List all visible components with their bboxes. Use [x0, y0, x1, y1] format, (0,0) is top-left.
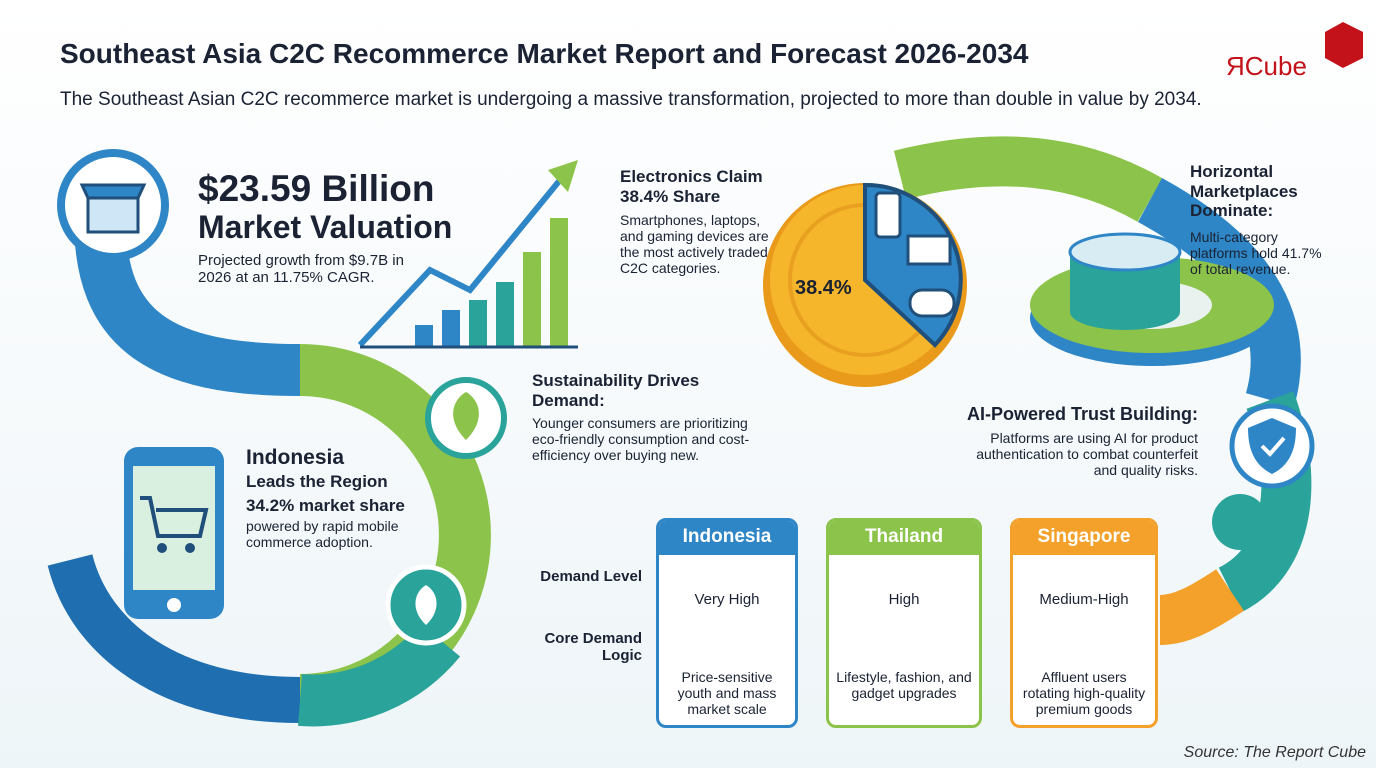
logo-icon	[1325, 22, 1363, 68]
valuation-headline: $23.59 Billion	[198, 168, 435, 209]
pie-label: 38.4%	[795, 277, 852, 299]
brain-icon	[1212, 494, 1268, 550]
demand-level: Very High	[694, 591, 760, 608]
logo: ЯCube	[1226, 51, 1307, 82]
sustainability-title: Sustainability Drives Demand:	[532, 371, 700, 410]
region-card: Indonesia Very High Price-sensitive youth …	[656, 518, 798, 728]
indonesia-share: 34.2% market share	[246, 496, 405, 515]
logo-text: Cube	[1244, 51, 1307, 81]
horizontal-body: Multi-category platforms hold 41.7% of t…	[1190, 229, 1322, 278]
electronics-body: Smartphones, laptops, and gaming devices…	[620, 212, 769, 277]
indonesia-body: powered by rapid mobile commerce adoptio…	[246, 518, 399, 551]
card-header: Singapore	[1013, 521, 1155, 555]
ai-title: AI-Powered Trust Building:	[966, 404, 1198, 424]
row-label: Demand Level	[540, 568, 642, 585]
logo-mark: Я	[1226, 51, 1245, 81]
source: Source: The Report Cube	[1183, 744, 1366, 761]
valuation-label: Market Valuation	[198, 209, 453, 245]
growth-chart	[357, 160, 578, 349]
indonesia-title: Indonesia	[246, 446, 345, 469]
title: Southeast Asia C2C Recommerce Market Rep…	[60, 38, 1029, 69]
row-label: Core Demand Logic	[544, 630, 642, 665]
region-card: Singapore Medium-High Affluent users rotat…	[1010, 518, 1158, 728]
demand-level: High	[888, 591, 920, 608]
subtitle: The Southeast Asian C2C recommerce marke…	[60, 89, 1202, 110]
region-card: Thailand High Lifestyle, fashion, and gadg…	[826, 518, 982, 728]
ai-body: Platforms are using AI for product authe…	[976, 430, 1198, 479]
horizontal-title: Horizontal Marketplaces Dominate:	[1190, 162, 1298, 221]
demand-logic: Price-sensitive youth and mass market sc…	[677, 669, 777, 718]
indonesia-subtitle: Leads the Region	[246, 472, 388, 491]
sustainability-body: Younger consumers are prioritizing eco-f…	[532, 415, 750, 464]
ribbon	[1158, 569, 1244, 645]
ribbon	[893, 136, 1163, 222]
electronics-title: Electronics Claim 38.4% Share	[620, 167, 763, 206]
valuation-body: Projected growth from $9.7B in 2026 at a…	[198, 252, 404, 287]
card-header: Thailand	[829, 521, 979, 555]
demand-level: Medium-High	[1039, 591, 1129, 608]
ribbon	[47, 553, 301, 723]
demand-logic: Affluent users rotating high-quality pre…	[1022, 669, 1146, 718]
demand-logic: Lifestyle, fashion, and gadget upgrades	[836, 669, 972, 702]
card-header: Indonesia	[659, 521, 795, 555]
ribbon	[298, 623, 461, 727]
